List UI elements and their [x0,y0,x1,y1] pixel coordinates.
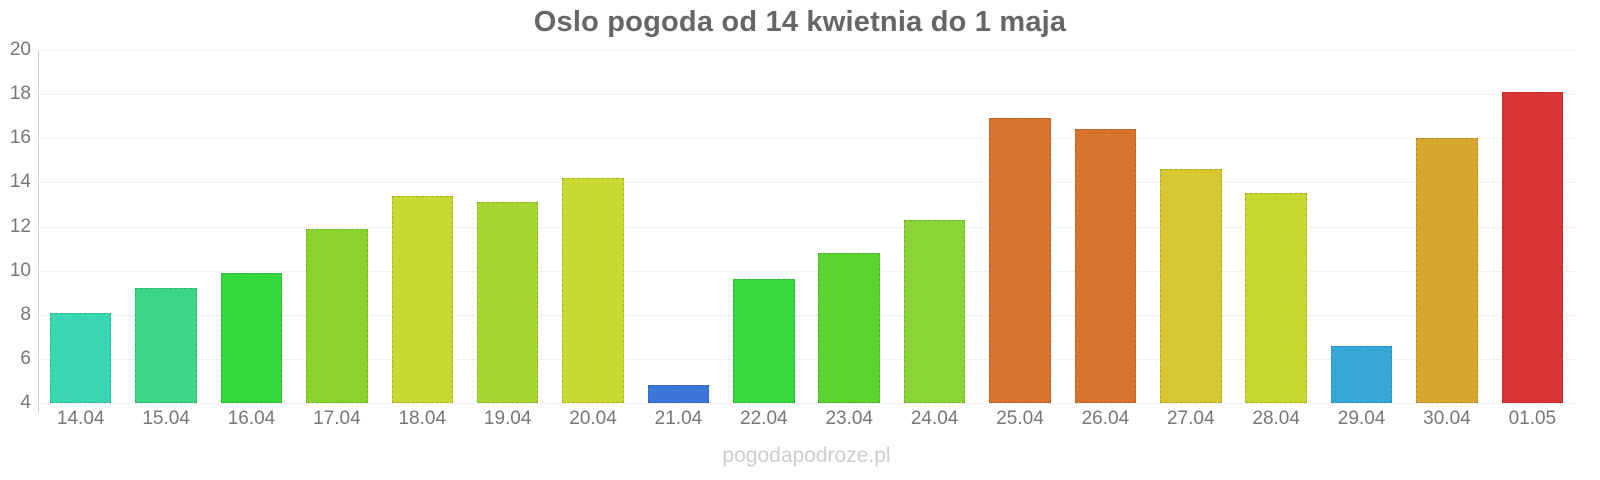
bar-26.04[interactable] [1074,129,1137,403]
bar-14.04[interactable] [49,312,112,403]
bar-18.04[interactable] [391,195,453,403]
x-axis-label: 28.04 [1252,408,1300,429]
y-axis-tick-label: 16 [9,127,31,149]
bar-column [1404,50,1489,403]
bar-29.04[interactable] [1330,345,1393,403]
bar-column [1063,50,1148,403]
bar-27.04[interactable] [1160,169,1222,403]
bar-22.04[interactable] [733,279,795,403]
bar-column [636,50,721,403]
bar-21.04[interactable] [647,385,710,403]
bar-15.04[interactable] [135,288,197,403]
gridline [38,138,1575,140]
y-axis-tick-label: 20 [9,39,31,60]
bar-column [1148,50,1233,403]
x-axis-label: 21.04 [654,408,703,429]
y-axis: 4 6 8 10 12 14 16 18 20 [0,39,31,413]
bar-28.04[interactable] [1245,193,1307,403]
x-axis-label: 23.04 [825,408,873,429]
bar-column [721,50,806,403]
x-axis-label: 25.04 [996,408,1044,429]
y-axis-tick-label: 10 [9,259,31,281]
bar-column [1319,50,1404,403]
bar-column [550,50,635,403]
x-axis-label: 01.05 [1508,408,1557,429]
x-axis-label: 18.04 [398,408,447,429]
bar-23.04[interactable] [818,252,880,403]
bar-20.04[interactable] [562,177,624,403]
x-axis-label: 22.04 [740,408,788,429]
y-axis-tick-label: 4 [20,392,31,413]
bar-column [977,50,1062,403]
watermark: pogodapodroze.pl [722,444,891,467]
x-axis-label: 30.04 [1423,408,1471,429]
x-axis-label: 15.04 [142,408,190,429]
gridline [38,94,1575,96]
gridline [38,182,1575,184]
bar-25.04[interactable] [989,118,1051,403]
bar-column [465,50,550,403]
x-axis-label: 20.04 [569,408,617,429]
x-axis-label: 14.04 [56,408,105,429]
y-axis-tick-label: 14 [9,171,31,193]
y-axis-line [38,50,39,412]
x-axis-label: 26.04 [1081,408,1130,429]
gridline [38,358,1575,360]
x-axis-label: 27.04 [1167,408,1215,429]
bar-column [123,50,208,403]
gridline [38,314,1575,316]
x-axis-label: 16.04 [227,408,276,429]
bar-30.04[interactable] [1416,138,1478,403]
bar-column [380,50,465,403]
bar-column [209,50,294,403]
gridline [38,403,1575,404]
y-axis-tick-label: 18 [9,83,31,105]
bar-column [807,50,892,403]
bar-19.04[interactable] [476,202,539,403]
gridline [38,50,1575,51]
bar-17.04[interactable] [306,228,368,403]
x-axis-label: 29.04 [1337,408,1386,429]
plot-area [38,50,1575,404]
x-axis-label: 24.04 [910,408,959,429]
bar-24.04[interactable] [903,219,966,403]
bars [38,50,1575,403]
bar-16.04[interactable] [220,272,283,403]
bar-01.05[interactable] [1501,91,1564,403]
bar-column [1490,50,1575,403]
x-axis-label: 17.04 [313,408,361,429]
y-axis-tick-label: 8 [20,303,31,325]
x-axis: 14.04 15.04 16.04 17.04 18.04 19.04 20.04 21.04… [38,408,1575,430]
x-axis-label: 19.04 [483,408,532,429]
gridline [38,226,1575,228]
y-axis-tick-label: 6 [20,347,31,369]
chart-title: Oslo pogoda od 14 kwietnia do 1 maja [533,6,1067,38]
y-axis-tick-label: 12 [9,215,31,237]
bar-column [38,50,123,403]
bar-column [1233,50,1318,403]
gridline [38,270,1575,272]
bar-column [294,50,379,403]
bar-column [892,50,977,403]
